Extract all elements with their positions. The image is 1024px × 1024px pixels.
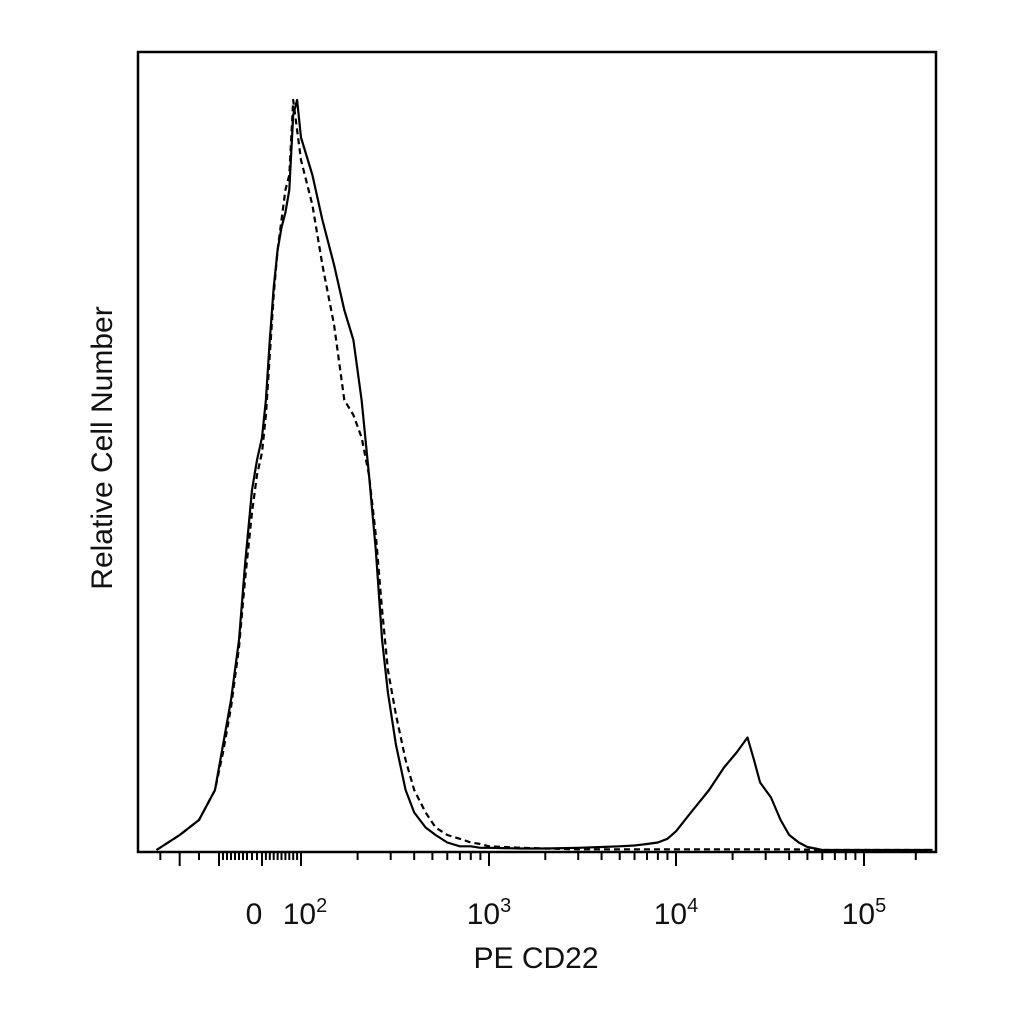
y-axis-label: Relative Cell Number (86, 306, 119, 589)
x-tick-label-exponent: 3 (500, 895, 511, 917)
series-layer (155, 98, 933, 852)
series-dashed-line (155, 98, 933, 852)
x-tick-label-exponent: 5 (875, 895, 886, 917)
x-tick-label: 104 (654, 895, 699, 931)
x-tick-label-base: 10 (842, 898, 875, 931)
x-tick-label: 103 (467, 895, 512, 931)
x-tick-label-exponent: 4 (687, 895, 698, 917)
x-tick-label-exponent: 2 (316, 895, 327, 917)
x-tick-labels: 0 102 103 104 105 (246, 895, 887, 931)
x-tick-label-base: 10 (467, 898, 500, 931)
x-tick-label: 0 (246, 898, 263, 931)
x-tick-label-base: 0 (246, 898, 263, 931)
plot-frame (136, 50, 938, 854)
x-tick-label-base: 10 (654, 898, 687, 931)
x-axis-label: PE CD22 (473, 942, 598, 975)
x-tick-label: 105 (842, 895, 887, 931)
x-tick-label-base: 10 (283, 898, 316, 931)
x-axis-ticks (159, 852, 917, 866)
series-solid-line (155, 98, 933, 852)
x-tick-label: 102 (283, 895, 328, 931)
